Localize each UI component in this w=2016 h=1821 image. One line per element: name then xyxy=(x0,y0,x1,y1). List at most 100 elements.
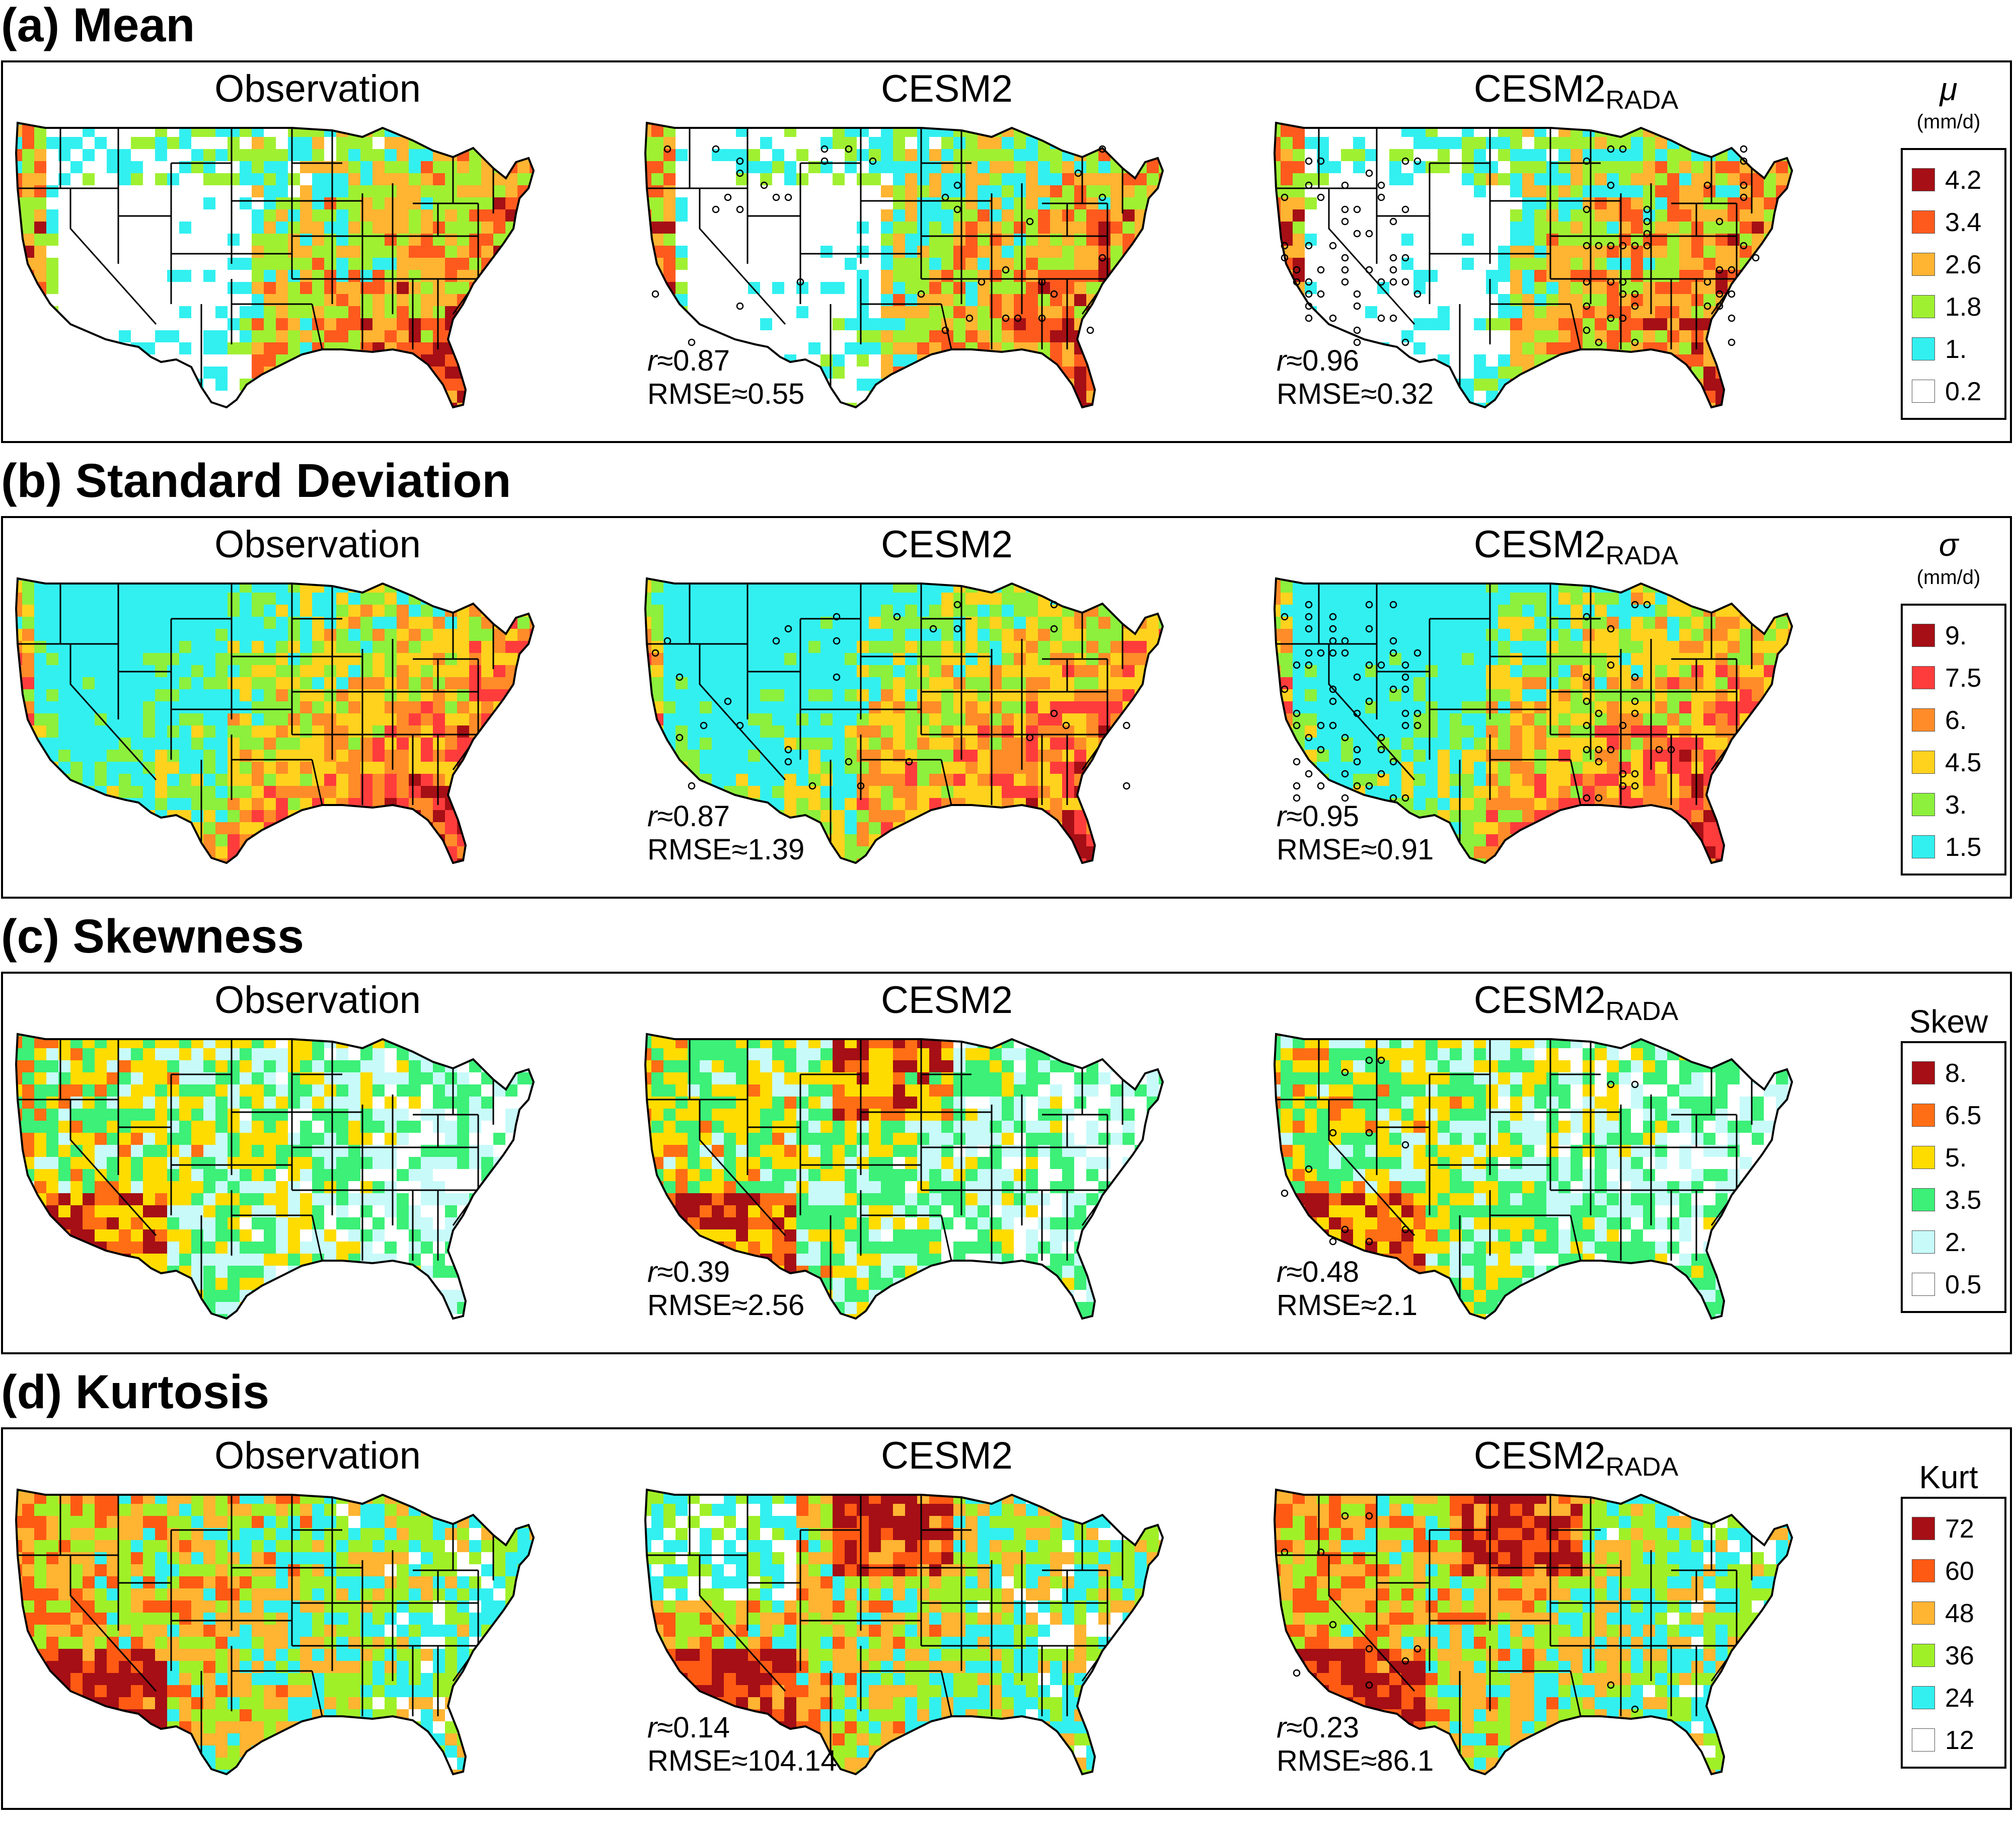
grid-cell xyxy=(107,125,119,137)
grid-cell xyxy=(203,123,216,125)
grid-cell xyxy=(481,750,494,762)
grid-cell xyxy=(724,246,736,258)
grid-cell xyxy=(131,403,143,407)
grid-cell xyxy=(1595,137,1607,150)
grid-cell xyxy=(215,605,228,617)
grid-cell xyxy=(457,123,470,125)
grid-cell xyxy=(421,701,433,714)
grid-cell xyxy=(493,403,506,407)
grid-cell xyxy=(881,306,893,319)
grid-cell xyxy=(517,798,530,811)
grid-cell xyxy=(107,173,119,186)
grid-cell xyxy=(83,846,95,859)
grid-cell xyxy=(324,870,337,883)
grid-cell xyxy=(252,222,264,234)
grid-cell xyxy=(724,209,736,222)
grid-cell xyxy=(131,137,143,150)
grid-cell xyxy=(688,246,700,258)
grid-cell xyxy=(445,415,458,427)
grid-cell xyxy=(1450,125,1462,137)
grid-cell xyxy=(796,306,809,319)
grid-cell xyxy=(1474,270,1486,282)
grid-cell xyxy=(1014,354,1026,367)
grid-cell xyxy=(22,641,35,653)
grid-cell xyxy=(1281,125,1293,137)
grid-cell xyxy=(1534,306,1547,319)
grid-cell xyxy=(155,641,168,653)
grid-cell xyxy=(542,234,554,246)
grid-cell xyxy=(469,161,482,174)
grid-cell xyxy=(167,822,180,835)
grid-cell xyxy=(324,677,337,690)
grid-cell xyxy=(252,415,264,427)
grid-cell xyxy=(469,713,482,726)
grid-cell xyxy=(276,282,288,295)
grid-cell xyxy=(264,578,276,581)
grid-cell xyxy=(1462,330,1474,343)
grid-cell xyxy=(167,137,180,150)
grid-cell xyxy=(58,258,71,270)
grid-cell xyxy=(1171,367,1183,379)
grid-cell xyxy=(517,234,530,246)
grid-cell xyxy=(397,846,409,859)
grid-cell xyxy=(433,123,445,125)
grid-cell xyxy=(845,306,857,319)
grid-cell xyxy=(131,629,143,641)
grid-cell xyxy=(203,282,216,295)
grid-cell xyxy=(845,185,857,198)
grid-cell xyxy=(324,282,337,295)
grid-cell xyxy=(228,125,240,137)
grid-cell xyxy=(264,222,276,234)
grid-cell xyxy=(276,689,288,702)
grid-cell xyxy=(1426,185,1438,198)
grid-cell xyxy=(1595,258,1607,270)
grid-cell xyxy=(965,415,978,427)
grid-cell xyxy=(1305,197,1317,210)
grid-cell xyxy=(83,738,95,750)
grid-cell xyxy=(179,653,192,666)
grid-cell xyxy=(1667,173,1680,186)
grid-cell xyxy=(869,306,881,319)
grid-cell xyxy=(348,391,361,403)
grid-cell xyxy=(905,342,918,355)
grid-cell xyxy=(228,222,240,234)
grid-cell xyxy=(493,870,506,883)
grid-cell xyxy=(857,137,869,150)
grid-cell xyxy=(1740,294,1752,307)
grid-cell xyxy=(517,846,530,859)
grid-cell xyxy=(1002,209,1014,222)
grid-cell xyxy=(481,391,494,403)
grid-cell xyxy=(917,209,930,222)
grid-cell xyxy=(1413,318,1426,331)
grid-cell xyxy=(481,593,494,605)
grid-cell xyxy=(276,149,288,162)
grid-cell xyxy=(95,318,107,331)
grid-cell xyxy=(1062,222,1075,234)
grid-cell xyxy=(215,578,228,581)
grid-cell xyxy=(881,123,893,125)
grid-cell xyxy=(1086,282,1099,295)
grid-cell xyxy=(215,415,228,427)
grid-cell xyxy=(1110,354,1123,367)
grid-cell xyxy=(688,415,700,427)
grid-cell xyxy=(70,222,83,234)
grid-cell xyxy=(445,593,458,605)
grid-cell xyxy=(34,653,47,666)
grid-cell xyxy=(1438,415,1450,427)
grid-cell xyxy=(820,246,833,258)
grid-cell xyxy=(917,258,930,270)
grid-cell xyxy=(385,222,397,234)
significance-circle xyxy=(845,145,853,153)
grid-cell xyxy=(131,354,143,367)
grid-cell xyxy=(300,701,313,714)
grid-cell xyxy=(869,330,881,343)
grid-cell xyxy=(1510,354,1523,367)
grid-cell xyxy=(119,173,131,186)
grid-cell xyxy=(83,123,95,125)
grid-cell xyxy=(1123,330,1135,343)
grid-cell xyxy=(264,330,276,343)
grid-cell xyxy=(16,270,23,282)
grid-cell xyxy=(288,367,301,379)
grid-cell xyxy=(119,197,131,210)
grid-cell xyxy=(348,294,361,307)
